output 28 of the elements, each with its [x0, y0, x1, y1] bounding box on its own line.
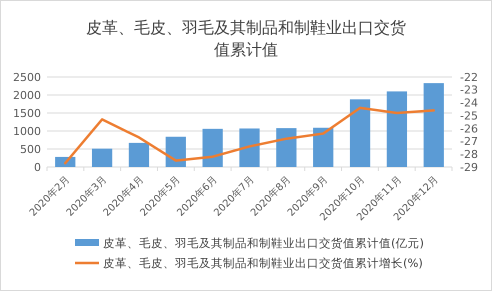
y-tick-label: 1500: [13, 106, 41, 120]
bar: [92, 148, 112, 167]
bar: [128, 142, 150, 167]
bar: [350, 99, 370, 167]
bar: [386, 91, 408, 167]
y2-tick-label: -27: [460, 135, 478, 148]
chart-title: 皮革、毛皮、羽毛及其制品和制鞋业出口交货值累计值: [86, 18, 406, 59]
y2-tick-label: -25: [460, 109, 478, 122]
bar: [313, 128, 334, 167]
y2-tick-label: -28: [460, 148, 478, 161]
bar: [276, 128, 296, 167]
bar: [424, 83, 444, 167]
y-tick-label: 500: [20, 142, 41, 156]
y-tick-label: 0: [34, 160, 41, 174]
y2-tick-label: -29: [460, 160, 478, 174]
legend-label: 皮革、毛皮、羽毛及其制品和制鞋业出口交货值累计增长(%): [103, 256, 423, 270]
y2-tick-label: -26: [460, 122, 478, 136]
y2-tick-label: -24: [460, 96, 478, 110]
y2-tick-label: -23: [460, 84, 478, 97]
bar: [202, 128, 223, 167]
y-tick-label: 2000: [13, 88, 41, 102]
legend-label: 皮革、毛皮、羽毛及其制品和制鞋业出口交货值累计值(亿元): [103, 236, 424, 250]
y-tick-label: 2500: [13, 70, 41, 84]
y-tick-label: 1000: [13, 124, 41, 138]
bar: [166, 136, 186, 167]
y2-tick-label: -22: [460, 70, 478, 84]
line-series: [64, 106, 436, 164]
bar: [239, 128, 260, 167]
